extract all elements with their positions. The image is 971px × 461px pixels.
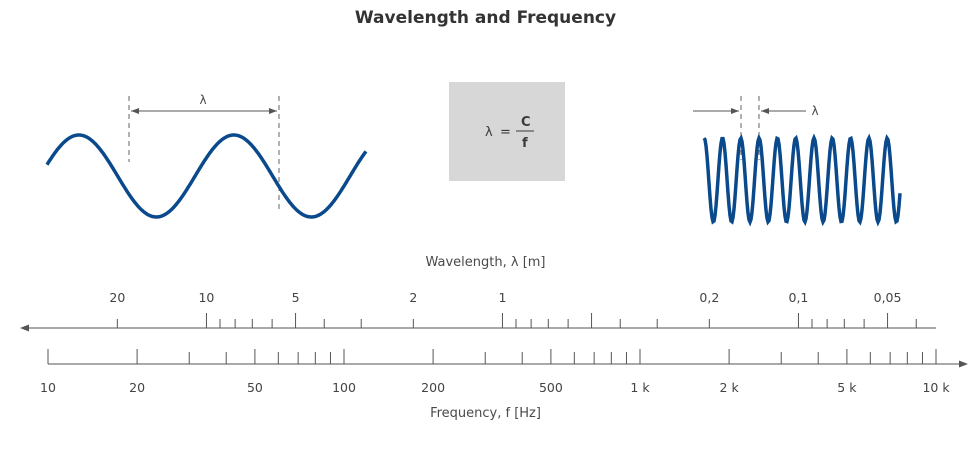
short-wave-arrowhead-left [731,108,739,114]
wavelength-tick-label: 10 [198,290,214,305]
wavelength-tick-label: 2 [409,290,417,305]
long-wave [45,133,368,219]
frequency-tick-label: 500 [539,380,563,395]
wavelength-tick-label: 20 [109,290,125,305]
wavelength-tick-label: 0,05 [874,290,902,305]
frequency-tick-label: 200 [421,380,445,395]
long-wave-arrowhead-right [269,108,277,114]
formula-equals: = [500,125,511,140]
frequency-tick-label: 10 [40,380,56,395]
short-wave-arrowhead-right [761,108,769,114]
short-wave-lambda-label: λ [811,104,818,118]
frequency-tick-label: 10 k [922,380,950,395]
frequency-tick-label: 100 [332,380,356,395]
frequency-axis-title: Frequency, f [Hz] [430,406,541,421]
formula-numerator: C [521,115,531,130]
frequency-tick-label: 20 [129,380,145,395]
formula-denominator: f [522,136,528,151]
wavelength-tick-label: 5 [292,290,300,305]
wavelength-tick-label: 0,1 [789,290,809,305]
frequency-tick-label: 2 k [720,380,740,395]
wavelength-tick-label: 1 [498,290,506,305]
wavelength-axis-ticks [116,313,917,328]
wavelength-axis-arrowhead [20,324,29,332]
diagram-title: Wavelength and Frequency [354,8,617,28]
frequency-axis-tick-labels: 10 20 50 100 200 500 1 k 2 k 5 k 10 k [40,380,950,395]
frequency-axis-ticks [47,349,937,364]
short-wave [702,133,902,227]
long-wave-lambda-label: λ [199,93,206,107]
frequency-tick-label: 5 k [837,380,857,395]
wavelength-axis-tick-labels: 20 10 5 2 1 0,2 0,1 0,05 [109,290,901,305]
frequency-tick-label: 50 [247,380,263,395]
formula-lambda: λ [485,125,493,140]
long-wave-arrowhead-left [131,108,139,114]
frequency-axis-arrowhead [959,360,968,368]
formula-box [449,82,565,181]
wavelength-tick-label: 0,2 [699,290,719,305]
wavelength-axis-title: Wavelength, λ [m] [425,255,546,270]
frequency-tick-label: 1 k [630,380,650,395]
